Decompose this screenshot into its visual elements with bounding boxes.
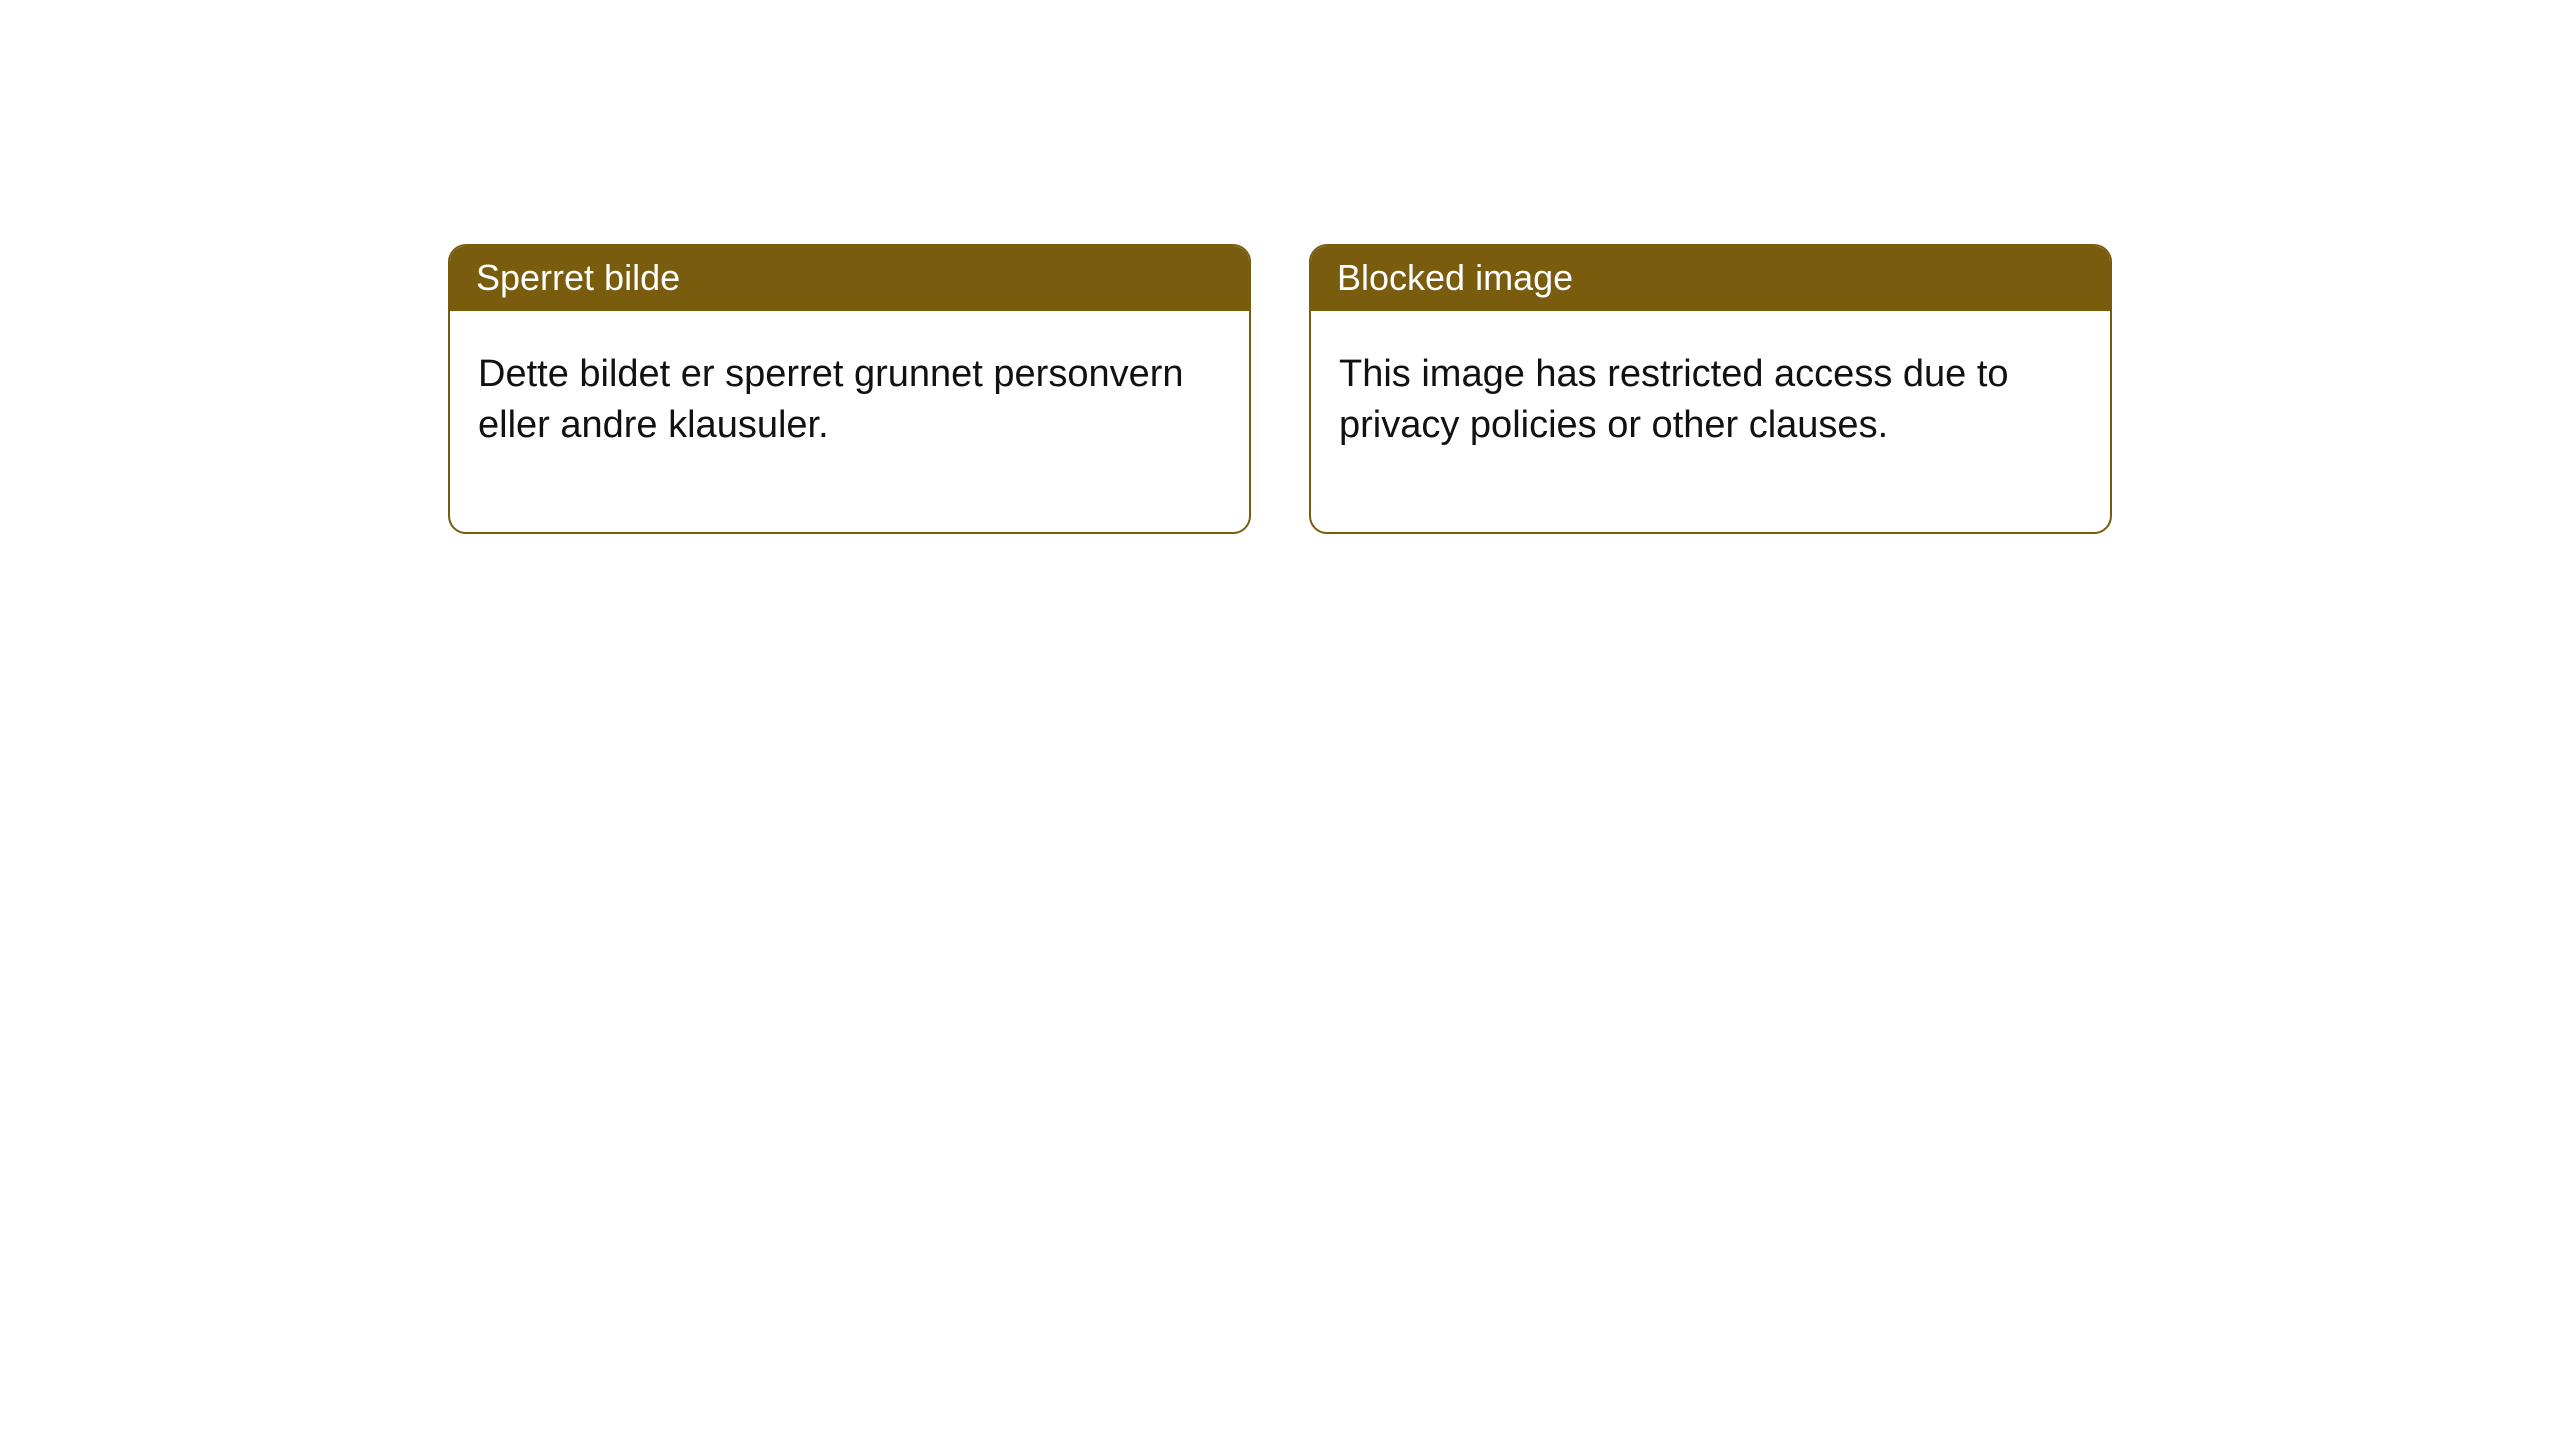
notice-title: Sperret bilde xyxy=(450,246,1249,311)
notice-title: Blocked image xyxy=(1311,246,2110,311)
notice-card-norwegian: Sperret bilde Dette bildet er sperret gr… xyxy=(448,244,1251,534)
notice-body: This image has restricted access due to … xyxy=(1311,311,2110,532)
notice-container: Sperret bilde Dette bildet er sperret gr… xyxy=(0,0,2560,534)
notice-card-english: Blocked image This image has restricted … xyxy=(1309,244,2112,534)
notice-body: Dette bildet er sperret grunnet personve… xyxy=(450,311,1249,532)
